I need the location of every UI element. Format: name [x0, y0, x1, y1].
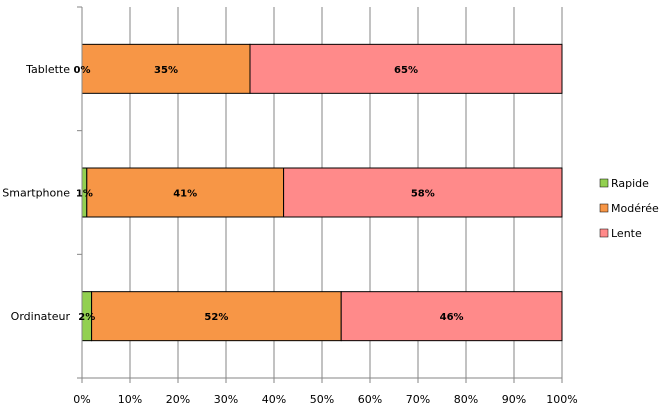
data-label: 0%	[74, 65, 91, 76]
data-labels: 0% 35% 65% 1% 41% 58% 2% 52% 46%	[74, 65, 464, 323]
x-tick-label: 20%	[166, 393, 190, 406]
bar-segment-lente	[340, 291, 563, 342]
data-label: 65%	[394, 65, 418, 76]
legend-label: Lente	[611, 227, 642, 240]
x-tick-label: 10%	[118, 393, 142, 406]
data-label: 58%	[411, 189, 435, 200]
data-label: 2%	[78, 312, 95, 323]
bars	[81, 43, 563, 342]
category-label: Ordinateur	[11, 310, 71, 323]
legend-swatch	[599, 178, 609, 188]
x-tick-label: 30%	[214, 393, 238, 406]
x-tick-label: 40%	[262, 393, 286, 406]
x-tick-label: 0%	[73, 393, 90, 406]
x-tick-label: 80%	[454, 393, 478, 406]
data-label: 41%	[173, 189, 197, 200]
data-label: 52%	[204, 312, 228, 323]
legend-swatch	[599, 203, 609, 213]
legend-label: Rapide	[611, 177, 649, 190]
data-label: 35%	[154, 65, 178, 76]
data-label: 1%	[76, 189, 93, 200]
x-tick-label: 100%	[546, 393, 577, 406]
x-tick-label: 90%	[502, 393, 526, 406]
data-label: 46%	[440, 312, 464, 323]
x-tick-label: 50%	[310, 393, 334, 406]
legend: Rapide Modérée Lente	[599, 177, 659, 240]
x-tick-label: 60%	[358, 393, 382, 406]
bar-segment-moderee	[91, 291, 342, 342]
x-tick-label: 70%	[406, 393, 430, 406]
category-label: Tablette	[25, 63, 70, 76]
bar-segment-lente	[283, 167, 563, 218]
legend-swatch	[599, 228, 609, 238]
legend-label: Modérée	[611, 202, 659, 215]
bar-segment-lente	[249, 43, 563, 94]
category-label: Smartphone	[2, 187, 70, 200]
axes: 0% 10% 20% 30% 40% 50% 60% 70% 80% 90% 100% Tablett…	[2, 6, 578, 406]
bar-segment-moderee	[86, 167, 285, 218]
